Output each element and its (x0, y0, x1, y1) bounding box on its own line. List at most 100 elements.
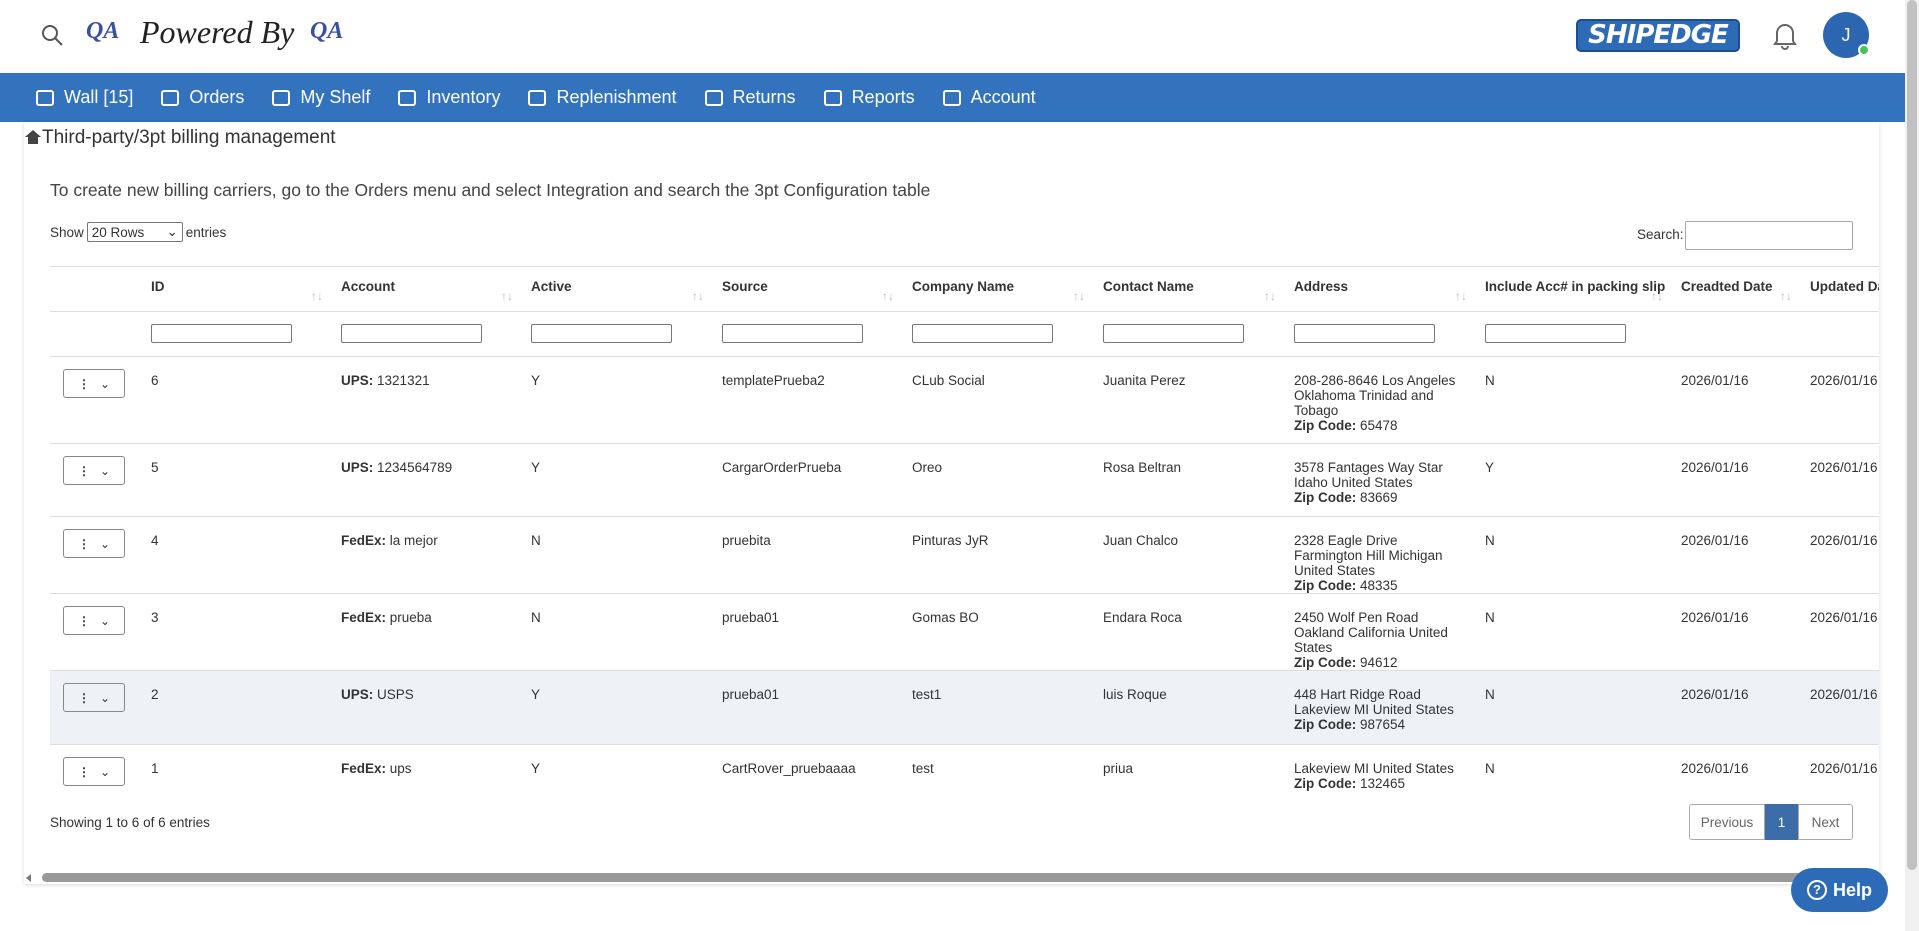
rows-option: 20 Rows (91, 224, 145, 240)
id: 4 (151, 533, 159, 548)
source: prueba01 (722, 610, 780, 625)
column-header[interactable]: Creadted Date ↑↓ (1681, 266, 1810, 312)
column-header[interactable]: Include Acc# in packing slip ↑↓ (1485, 266, 1681, 312)
column-header[interactable]: Contact Name ↑↓ (1103, 266, 1294, 312)
billing-table: ID ↑↓ Account ↑↓ Active ↑↓ Source ↑↓ Company Nam… (50, 266, 1879, 796)
column-header[interactable]: Active ↑↓ (531, 266, 722, 312)
nav-label: Account (970, 87, 1036, 107)
include-cell: N (1485, 516, 1681, 594)
updated-date: 2026/01/16 (1810, 533, 1878, 548)
brand-logo: SHIPEDGE (1576, 19, 1740, 52)
zip-line: Zip Code: 65478 (1294, 418, 1464, 433)
column-filter[interactable] (912, 324, 1053, 343)
column-filter[interactable] (341, 324, 482, 343)
zip-label: Zip Code: (1294, 776, 1357, 791)
page-button[interactable]: 1 (1765, 804, 1798, 840)
address-cell: 208-286-8646 Los Angeles Oklahoma Trinid… (1294, 356, 1485, 444)
action-button[interactable]: ⋮ ⌄ (63, 456, 125, 485)
notice: To create new billing carriers, go to th… (50, 180, 931, 200)
address-block: 208-286-8646 Los Angeles Oklahoma Trinid… (1294, 373, 1464, 433)
table-row: ⋮ ⌄ 1 FedEx: ups Y CartRover_pruebaaaa test pri… (50, 744, 1879, 796)
column-header[interactable]: Company Name ↑↓ (912, 266, 1103, 312)
source: prueba01 (722, 687, 780, 702)
contact-cell: Juan Chalco (1103, 516, 1294, 594)
address: 448 Hart Ridge Road Lakeview MI United S… (1294, 687, 1454, 717)
nav-item[interactable]: Replenishment (526, 87, 677, 109)
zip-label: Zip Code: (1294, 490, 1357, 505)
column-filter[interactable] (151, 324, 292, 343)
nav-item[interactable]: Reports (822, 87, 915, 109)
action-button[interactable]: ⋮ ⌄ (63, 683, 125, 712)
nav-item[interactable]: Account (941, 87, 1036, 109)
action-button[interactable]: ⋮ ⌄ (63, 606, 125, 635)
column-filter[interactable] (1294, 324, 1435, 343)
filter-cell (722, 311, 912, 357)
column-filter[interactable] (1485, 324, 1626, 343)
action-button[interactable]: ⋮ ⌄ (63, 369, 125, 398)
action-button[interactable]: ⋮ ⌄ (63, 529, 125, 558)
home-icon[interactable] (24, 128, 42, 146)
column-title: Contact Name (1103, 279, 1194, 294)
account-type: FedEx: (341, 533, 387, 548)
source-cell: CargarOrderPrueba (722, 443, 912, 517)
nav-item[interactable]: Wall [15] (34, 87, 133, 109)
show-label: Show (50, 224, 84, 240)
column-header[interactable]: Source ↑↓ (722, 266, 912, 312)
address: 208-286-8646 Los Angeles Oklahoma Trinid… (1294, 373, 1456, 418)
company-cell: test (912, 744, 1103, 796)
include: N (1485, 761, 1495, 776)
column-header[interactable]: Account ↑↓ (341, 266, 531, 312)
include-cell: N (1485, 356, 1681, 444)
sort-icon: ↑↓ (692, 289, 704, 303)
source: CargarOrderPrueba (722, 460, 842, 475)
active-cell: Y (531, 443, 722, 517)
zip-code: 83669 (1360, 490, 1398, 505)
column-filter[interactable] (1103, 324, 1244, 343)
nav-item[interactable]: Orders (159, 87, 244, 109)
table-row: ⋮ ⌄ 5 UPS: 1234564789 Y CargarOrderPrueba Oreo… (50, 443, 1879, 517)
actions-cell: ⋮ ⌄ (50, 744, 151, 796)
address-block: 3578 Fantages Way Star Idaho United Stat… (1294, 460, 1464, 505)
column-filter[interactable] (722, 324, 863, 343)
previous-button[interactable]: Previous (1689, 804, 1765, 840)
column-title: Company Name (912, 279, 1015, 294)
account-type: UPS: (341, 687, 374, 702)
sort-icon: ↑↓ (1780, 289, 1792, 303)
source-cell: CartRover_pruebaaaa (722, 744, 912, 796)
search-input[interactable] (1685, 221, 1853, 250)
column-header[interactable]: Updated Date↑↓ (1810, 266, 1879, 312)
account-cell: FedEx: ups (341, 744, 531, 796)
column-filter[interactable] (531, 324, 672, 343)
entries-label: entries (185, 224, 227, 240)
zip-label: Zip Code: (1294, 578, 1357, 593)
sort-icon: ↑↓ (882, 289, 894, 303)
column-title: Include Acc# in packing slip (1485, 279, 1666, 294)
zip-line: Zip Code: 94612 (1294, 655, 1464, 670)
next-button[interactable]: Next (1798, 804, 1853, 840)
active-cell: N (531, 593, 722, 671)
nav-item[interactable]: Inventory (396, 87, 500, 109)
avatar[interactable]: J (1823, 12, 1869, 58)
company: CLub Social (912, 373, 985, 388)
column-title: Creadted Date (1681, 279, 1773, 294)
nav-bar: Wall [15] Orders My Shelf Inventory Replenis… (0, 73, 1905, 122)
action-button[interactable]: ⋮ ⌄ (63, 757, 125, 786)
created-date-cell: 2026/01/16 (1681, 670, 1810, 745)
column-header[interactable]: ID ↑↓ (151, 266, 341, 312)
vertical-scroll-thumb[interactable] (1907, 0, 1917, 870)
nav-item[interactable]: Returns (703, 87, 796, 109)
help-button[interactable]: ? Help (1791, 868, 1888, 912)
horizontal-scrollbar (26, 872, 1886, 883)
scroll-thumb[interactable] (42, 873, 1872, 882)
account-value: ups (389, 761, 412, 776)
search-icon[interactable] (40, 23, 64, 47)
notifications-icon[interactable] (1772, 20, 1798, 50)
rows-select[interactable]: 20 Rows ⌄ (86, 222, 183, 242)
active-cell: Y (531, 356, 722, 444)
account-value: la mejor (389, 533, 438, 548)
updated-date-cell: 2026/01/16 (1810, 356, 1879, 444)
column-header[interactable]: Address ↑↓ (1294, 266, 1485, 312)
nav-item[interactable]: My Shelf (270, 87, 370, 109)
